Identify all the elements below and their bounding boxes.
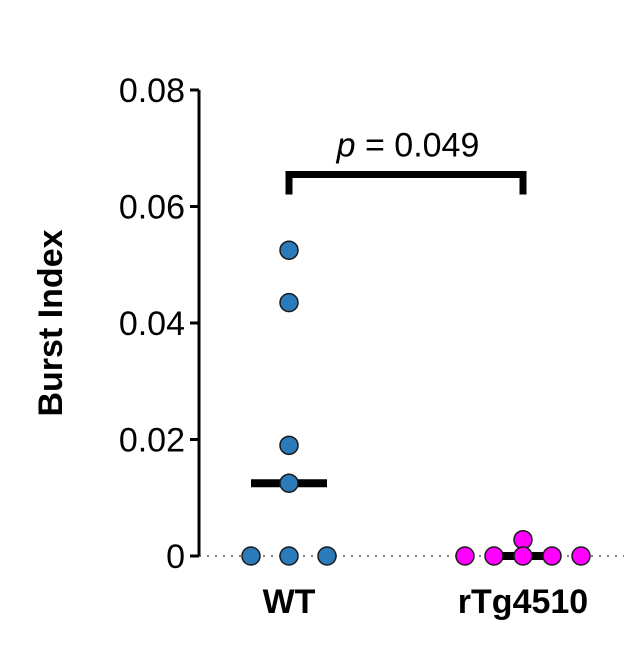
y-axis-title: Burst Index [32,229,70,416]
data-point [542,546,562,566]
y-tick-label: 0.08 [119,72,185,110]
significance-bracket: p = 0.049 [285,126,527,195]
category-label: rTg4510 [458,583,588,621]
data-point [513,546,533,566]
data-point [317,546,337,566]
p-value-label: p = 0.049 [336,126,480,164]
data-point [279,435,299,456]
data-point [279,292,299,313]
y-tick-label: 0.06 [119,189,185,227]
data-point [571,546,591,566]
data-point [279,473,299,493]
data-point [279,240,299,260]
labels-layer: Burst Index WT rTg4510 [32,229,588,621]
median-layer [251,479,545,560]
bracket-line [285,170,527,195]
data-point [484,546,504,566]
y-axis: 0 0.02 0.04 0.06 0.08 [119,72,201,576]
y-tick-label: 0 [166,538,185,576]
data-point [513,529,533,550]
y-tick-label: 0.04 [119,305,185,343]
data-point [279,546,299,566]
data-point [241,546,261,566]
category-label: WT [263,583,316,621]
p-value-text: = 0.049 [356,126,480,164]
y-tick-label: 0.02 [119,422,185,460]
data-point [455,546,475,566]
points-layer [241,240,591,566]
p-symbol: p [336,126,356,164]
